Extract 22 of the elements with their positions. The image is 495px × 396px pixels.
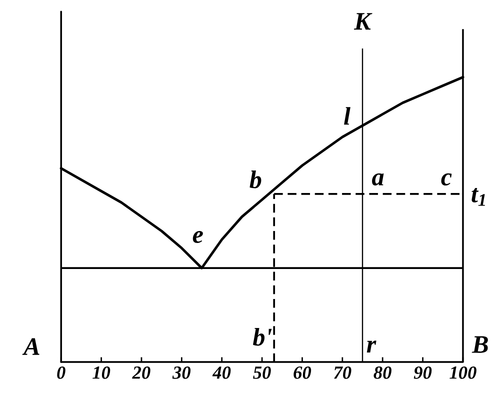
annotation: b [250,170,262,188]
annotation: e [192,230,203,244]
x-tick-label: 50 [253,366,271,379]
x-tick-label: 40 [212,366,231,379]
annotation: r [366,340,376,352]
x-tick-label: 80 [374,366,392,379]
annotation: l [344,107,350,125]
x-tick-label: 100 [450,366,476,379]
text: B [472,336,488,353]
x-tick-label: 90 [414,366,432,379]
x-tick-label: 70 [334,366,352,379]
x-tick-label: 30 [172,366,191,379]
ref-line-label: t$_{1}$ [472,188,485,206]
ref-line-label: K [354,13,372,30]
annotation: a [372,173,384,186]
ref-line-label: b' [253,328,272,346]
x-tick-label: 60 [294,366,312,379]
x-tick-label: 10 [92,366,110,379]
x-tick-label: 20 [132,366,150,379]
text: A [22,338,40,355]
annotation: c [441,173,452,186]
x-tick-label: 0 [57,366,66,379]
